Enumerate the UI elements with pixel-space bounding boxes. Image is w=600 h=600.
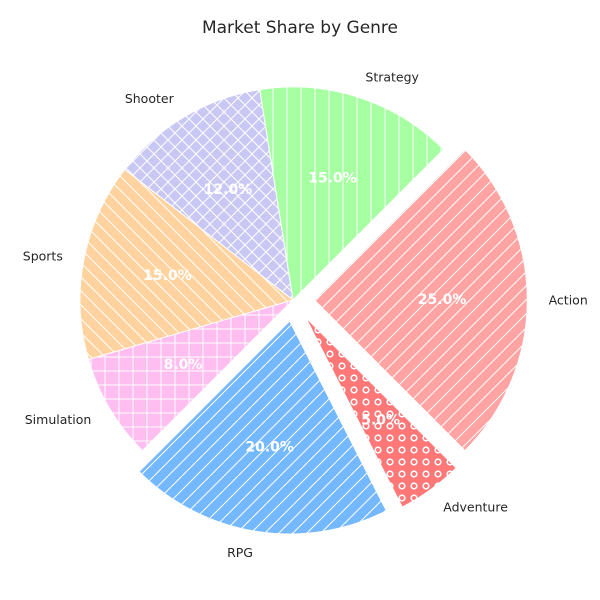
pie-slice-strategy [259,86,445,302]
chart-title: Market Share by Genre [202,18,398,38]
pie-slice-sports [79,168,295,361]
pie-slice-simulation [87,299,294,452]
slice-percent-strategy: 15.0% [308,170,357,186]
slice-percent-sports: 15.0% [143,268,192,284]
slices-group [79,86,528,535]
pie-slice-rpg [138,320,388,535]
labels-group: Action 25.0% Strategy 15.0% Shooter 12.0% Spor… [23,70,588,560]
slice-label-action: Action [549,293,588,308]
slice-percent-simulation: 8.0% [164,357,203,373]
slice-label-sports: Sports [23,249,63,264]
pie-slice-action [313,148,528,452]
slice-label-rpg: RPG [227,545,253,560]
slice-percent-action: 25.0% [418,292,467,308]
slice-percent-shooter: 12.0% [204,182,253,198]
slice-label-strategy: Strategy [365,70,419,85]
slice-percent-rpg: 20.0% [245,439,294,455]
slice-label-simulation: Simulation [25,412,92,427]
slice-label-adventure: Adventure [443,499,508,514]
slice-label-shooter: Shooter [125,91,175,106]
slice-percent-adventure: 5.0% [361,413,400,429]
pie-slice-adventure [305,316,457,508]
pie-slice-shooter [123,89,294,302]
